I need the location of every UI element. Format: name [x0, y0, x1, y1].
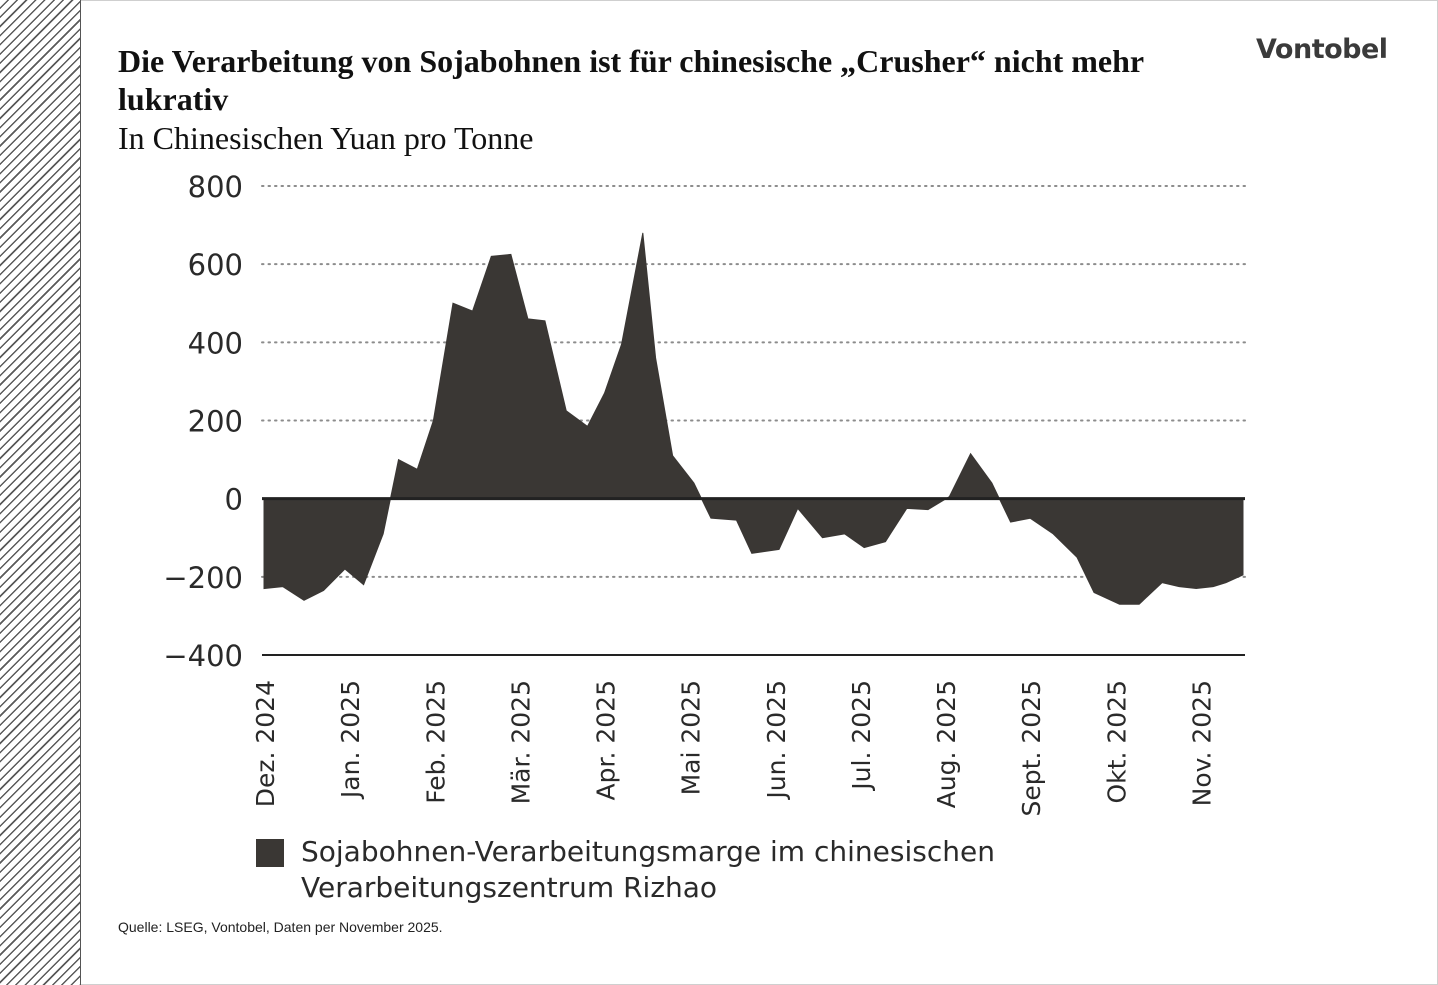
y-tick-label: 0: [225, 483, 243, 517]
legend-label: Sojabohnen-Verarbeitungsmarge im chinesi…: [301, 835, 995, 904]
axes: [262, 497, 1245, 656]
x-tick-label: Aug. 2025: [932, 680, 961, 808]
x-tick-labels: Dez. 2024 Jan. 2025 Feb. 2025 Mär. 2025 Apr.…: [251, 680, 1216, 816]
x-tick-label: Jan. 2025: [336, 680, 365, 800]
y-tick-label: −400: [163, 639, 243, 673]
x-tick-label: Dez. 2024: [251, 680, 280, 807]
series-area: [263, 232, 1244, 605]
legend: Sojabohnen-Verarbeitungsmarge im chinesi…: [256, 834, 1121, 906]
y-tick-label: 800: [188, 170, 243, 204]
grid-lines: [261, 185, 1246, 578]
chart-subtitle: In Chinesischen Yuan pro Tonne: [118, 120, 534, 156]
y-tick-label: 400: [188, 326, 243, 360]
x-tick-label: Apr. 2025: [592, 680, 621, 800]
x-tick-label: Jul. 2025: [847, 680, 876, 792]
x-tick-label: Mai 2025: [677, 680, 706, 795]
legend-swatch: [256, 839, 284, 867]
hatched-side-band: [0, 0, 81, 985]
x-tick-label: Okt. 2025: [1102, 680, 1131, 803]
x-tick-label: Sept. 2025: [1017, 680, 1046, 816]
y-tick-label: −200: [163, 561, 243, 595]
x-tick-label: Mär. 2025: [506, 680, 535, 804]
series-area-path: [263, 232, 1244, 605]
y-tick-labels: 800 600 400 200 0 −200 −400: [163, 170, 243, 673]
vontobel-logo: Vontobel: [1256, 34, 1388, 65]
x-tick-label: Feb. 2025: [421, 680, 450, 804]
x-tick-label: Nov. 2025: [1187, 680, 1216, 806]
chart-title: Die Verarbeitung von Sojabohnen ist für …: [118, 43, 1144, 117]
x-tick-label: Jun. 2025: [762, 680, 791, 801]
y-tick-label: 200: [188, 405, 243, 439]
y-tick-label: 600: [188, 248, 243, 282]
source-note: Quelle: LSEG, Vontobel, Daten per Novemb…: [118, 919, 443, 935]
